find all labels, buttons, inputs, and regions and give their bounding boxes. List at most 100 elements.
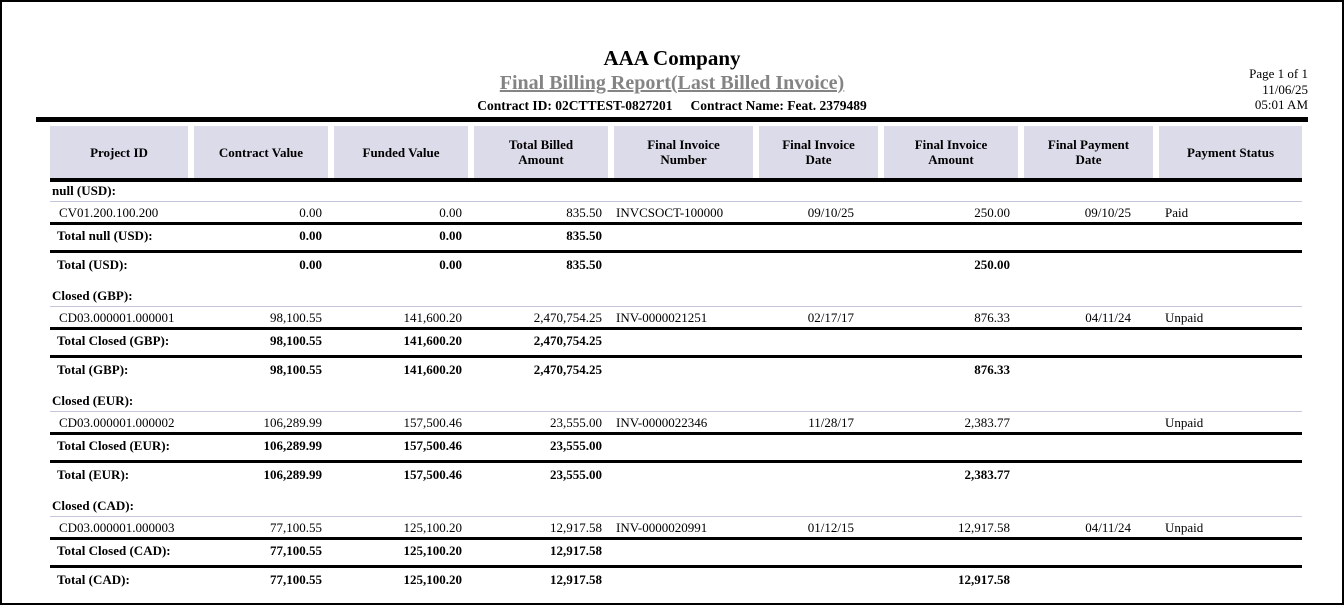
cell-contract-value: 77,100.55 [270, 543, 322, 558]
cell-funded-value: 157,500.46 [403, 414, 463, 430]
cell-payment-status: Unpaid [1165, 309, 1204, 325]
report-title: Final Billing Report(Last Billed Invoice… [499, 72, 845, 94]
cell-total-label: Total (CAD): [57, 572, 130, 587]
group-label: null (USD): [50, 182, 1302, 202]
cell-final-invoice-number: INVCSOCT-100000 [616, 204, 724, 220]
cell-funded-value: 0.00 [439, 204, 462, 220]
cell-contract-value: 98,100.55 [270, 333, 322, 348]
col-header-total-billed-amount: Total Billed Amount [474, 126, 608, 178]
col-header-contract-value: Contract Value [194, 126, 328, 178]
cell-contract-value: 106,289.99 [263, 438, 323, 453]
group-total-row: Total Closed (GBP): 98,100.55 141,600.20… [50, 330, 1302, 351]
cell-final-invoice-amount: 250.00 [974, 204, 1010, 220]
cell-final-invoice-number: INV-0000021251 [616, 309, 708, 325]
table-row: CD03.000001.000003 77,100.55 125,100.20 … [50, 517, 1302, 540]
col-header-final-payment-date: Final Payment Date [1024, 126, 1153, 178]
cell-funded-value: 125,100.20 [403, 519, 463, 535]
cell-final-invoice-date: 09/10/25 [807, 204, 854, 220]
cell-final-invoice-number: INV-0000020991 [616, 519, 708, 535]
table-header-row: Project ID Contract Value Funded Value T… [50, 126, 1302, 178]
table-row: CD03.000001.000002 106,289.99 157,500.46… [50, 412, 1302, 435]
section-rule [50, 460, 1302, 463]
section-rule [50, 250, 1302, 253]
cell-payment-status: Paid [1165, 204, 1189, 220]
cell-final-invoice-date: 01/12/15 [807, 519, 854, 535]
cell-total-billed-amount: 23,555.00 [550, 467, 602, 482]
cell-contract-value: 0.00 [299, 204, 322, 220]
cell-funded-value: 0.00 [439, 257, 462, 272]
section-rule [50, 355, 1302, 358]
currency-total-row: Total (GBP): 98,100.55 141,600.20 2,470,… [50, 359, 1302, 380]
contract-name: Contract Name: Feat. 2379489 [690, 98, 867, 113]
cell-final-payment-date: 04/11/24 [1085, 519, 1131, 535]
table-row: CD03.000001.000001 98,100.55 141,600.20 … [50, 307, 1302, 330]
cell-total-label: Total Closed (GBP): [57, 333, 170, 348]
group-total-row: Total Closed (CAD): 77,100.55 125,100.20… [50, 540, 1302, 561]
cell-contract-value: 106,289.99 [263, 414, 323, 430]
page-info: Page 1 of 1 11/06/25 05:01 AM [1249, 66, 1308, 113]
currency-total-row: Total (CAD): 77,100.55 125,100.20 12,917… [50, 569, 1302, 590]
group-spacer [50, 275, 1302, 287]
contract-id: Contract ID: 02CTTEST-0827201 [477, 98, 673, 113]
group-spacer [50, 380, 1302, 392]
cell-total-billed-amount: 12,917.58 [550, 543, 602, 558]
table-header-rule [50, 178, 1302, 182]
cell-funded-value: 0.00 [439, 228, 462, 243]
cell-funded-value: 141,600.20 [403, 333, 463, 348]
cell-contract-value: 98,100.55 [270, 309, 322, 325]
cell-funded-value: 157,500.46 [403, 438, 463, 453]
group-label: Closed (EUR): [50, 392, 1302, 412]
section-rule [50, 565, 1302, 568]
cell-contract-value: 0.00 [299, 228, 322, 243]
page-number: Page 1 of 1 [1249, 66, 1308, 81]
group-spacer [50, 485, 1302, 497]
group-total-row: Total Closed (EUR): 106,289.99 157,500.4… [50, 435, 1302, 456]
cell-project-id: CD03.000001.000002 [59, 414, 175, 430]
col-header-final-invoice-number: Final Invoice Number [614, 126, 753, 178]
col-header-funded-value: Funded Value [334, 126, 468, 178]
cell-total-label: Total Closed (EUR): [57, 438, 170, 453]
table-row: CV01.200.100.200 0.00 0.00 835.50 INVCSO… [50, 202, 1302, 225]
cell-contract-value: 77,100.55 [270, 519, 322, 535]
cell-final-invoice-amount: 876.33 [974, 309, 1010, 325]
currency-total-row: Total (EUR): 106,289.99 157,500.46 23,55… [50, 464, 1302, 485]
col-header-project-id: Project ID [50, 126, 188, 178]
cell-final-invoice-date: 11/28/17 [808, 414, 854, 430]
report-header: AAA Company Final Billing Report(Last Bi… [2, 2, 1342, 114]
cell-total-billed-amount: 12,917.58 [550, 572, 602, 587]
cell-total-label: Total null (USD): [57, 228, 153, 243]
cell-total-billed-amount: 23,555.00 [550, 414, 602, 430]
cell-total-label: Total Closed (CAD): [57, 543, 171, 558]
cell-final-invoice-number: INV-0000022346 [616, 414, 708, 430]
cell-final-invoice-date: 02/17/17 [807, 309, 854, 325]
contract-info: Contract ID: 02CTTEST-0827201 Contract Na… [2, 97, 1342, 114]
cell-funded-value: 141,600.20 [403, 309, 463, 325]
billing-table: Project ID Contract Value Funded Value T… [50, 126, 1302, 590]
cell-contract-value: 77,100.55 [270, 572, 322, 587]
group-total-row: Total null (USD): 0.00 0.00 835.50 [50, 225, 1302, 246]
cell-total-billed-amount: 2,470,754.25 [533, 309, 602, 325]
cell-total-billed-amount: 23,555.00 [550, 438, 602, 453]
cell-project-id: CD03.000001.000001 [59, 309, 175, 325]
cell-funded-value: 125,100.20 [403, 572, 463, 587]
cell-final-payment-date: 04/11/24 [1085, 309, 1131, 325]
cell-final-invoice-amount: 2,383.77 [964, 414, 1011, 430]
cell-contract-value: 98,100.55 [270, 362, 322, 377]
cell-total-label: Total (GBP): [57, 362, 129, 377]
cell-final-invoice-amount: 12,917.58 [958, 572, 1010, 587]
cell-total-billed-amount: 835.50 [566, 204, 602, 220]
group-label: Closed (CAD): [50, 497, 1302, 517]
cell-contract-value: 106,289.99 [263, 467, 323, 482]
cell-total-billed-amount: 12,917.58 [550, 519, 602, 535]
report-date: 11/06/25 [1262, 81, 1308, 97]
cell-final-invoice-amount: 250.00 [974, 257, 1010, 272]
cell-project-id: CV01.200.100.200 [59, 204, 159, 220]
col-header-final-invoice-date: Final Invoice Date [759, 126, 878, 178]
cell-project-id: CD03.000001.000003 [59, 519, 175, 535]
cell-total-label: Total (USD): [57, 257, 128, 272]
currency-total-row: Total (USD): 0.00 0.00 835.50 250.00 [50, 254, 1302, 275]
cell-final-invoice-amount: 2,383.77 [964, 467, 1011, 482]
report-time: 05:01 AM [1254, 97, 1308, 112]
cell-contract-value: 0.00 [299, 257, 322, 272]
